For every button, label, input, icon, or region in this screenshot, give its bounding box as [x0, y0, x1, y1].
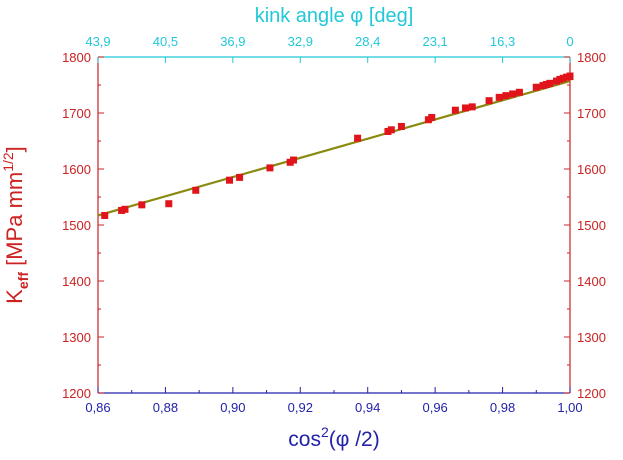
y-tick-label-right: 1600 [577, 162, 606, 177]
y-tick-label-right: 1800 [577, 50, 606, 65]
y-tick-label-left: 1600 [62, 162, 91, 177]
x-axis-label: cos2(φ /2) [288, 424, 379, 451]
y-axis-label: Keff [MPa mm1/2] [0, 146, 31, 304]
y-tick-label-left: 1400 [62, 274, 91, 289]
y-tick-label-left: 1500 [62, 218, 91, 233]
data-point [236, 173, 244, 181]
data-point [138, 201, 146, 209]
y-tick-label-left: 1800 [62, 50, 91, 65]
axes-layer [97, 56, 571, 394]
data-point [532, 83, 540, 91]
y-tick-label-right: 1700 [577, 106, 606, 121]
x-tick-label: 0,90 [220, 400, 245, 415]
top-tick-label: 23,1 [422, 34, 447, 49]
data-point [290, 156, 298, 164]
data-point [165, 200, 173, 208]
data-point [451, 106, 459, 114]
y-tick-label-left: 1700 [62, 106, 91, 121]
labels-layer: 0,86 0,88 0,90 0,92 0,94 0,96 0,98 1,00 43,9 40,5… [0, 5, 606, 451]
data-point [387, 126, 395, 134]
x-tick-label: 0,86 [85, 400, 110, 415]
top-axis-title: kink angle φ [deg] [255, 5, 414, 27]
top-tick-label: 32,9 [288, 34, 313, 49]
data-point [354, 134, 362, 142]
top-tick-label: 16,3 [490, 34, 515, 49]
top-tick-label: 28,4 [355, 34, 380, 49]
x-tick-label: 1,00 [557, 400, 582, 415]
data-point [397, 122, 405, 130]
data-point [461, 104, 469, 112]
fit-line [97, 80, 571, 217]
data-point [428, 113, 436, 121]
y-tick-label-right: 1500 [577, 218, 606, 233]
data-point [509, 90, 517, 98]
data-point [515, 88, 523, 96]
x-tick-label: 0,96 [422, 400, 447, 415]
top-tick-label: 0 [566, 34, 573, 49]
x-tick-label: 0,88 [153, 400, 178, 415]
top-tick-label: 43,9 [85, 34, 110, 49]
data-point [101, 211, 109, 219]
data-point [495, 93, 503, 101]
data-point [225, 176, 233, 184]
x-tick-label: 0,92 [288, 400, 313, 415]
x-tick-label: 0,94 [355, 400, 380, 415]
data-point [485, 97, 493, 105]
data-point [566, 72, 574, 80]
points-layer [101, 72, 574, 219]
data-point [121, 205, 129, 213]
y-tick-label-right: 1200 [577, 386, 606, 401]
y-tick-label-left: 1300 [62, 330, 91, 345]
top-tick-label: 40,5 [153, 34, 178, 49]
data-point [192, 186, 200, 194]
data-point [546, 79, 554, 87]
data-point [502, 92, 510, 100]
x-tick-label: 0,98 [490, 400, 515, 415]
top-tick-label: 36,9 [220, 34, 245, 49]
fit-layer [97, 80, 571, 217]
y-tick-label-right: 1400 [577, 274, 606, 289]
data-point [468, 103, 476, 111]
data-point [266, 164, 274, 172]
y-tick-label-left: 1200 [62, 386, 91, 401]
y-tick-label-right: 1300 [577, 330, 606, 345]
